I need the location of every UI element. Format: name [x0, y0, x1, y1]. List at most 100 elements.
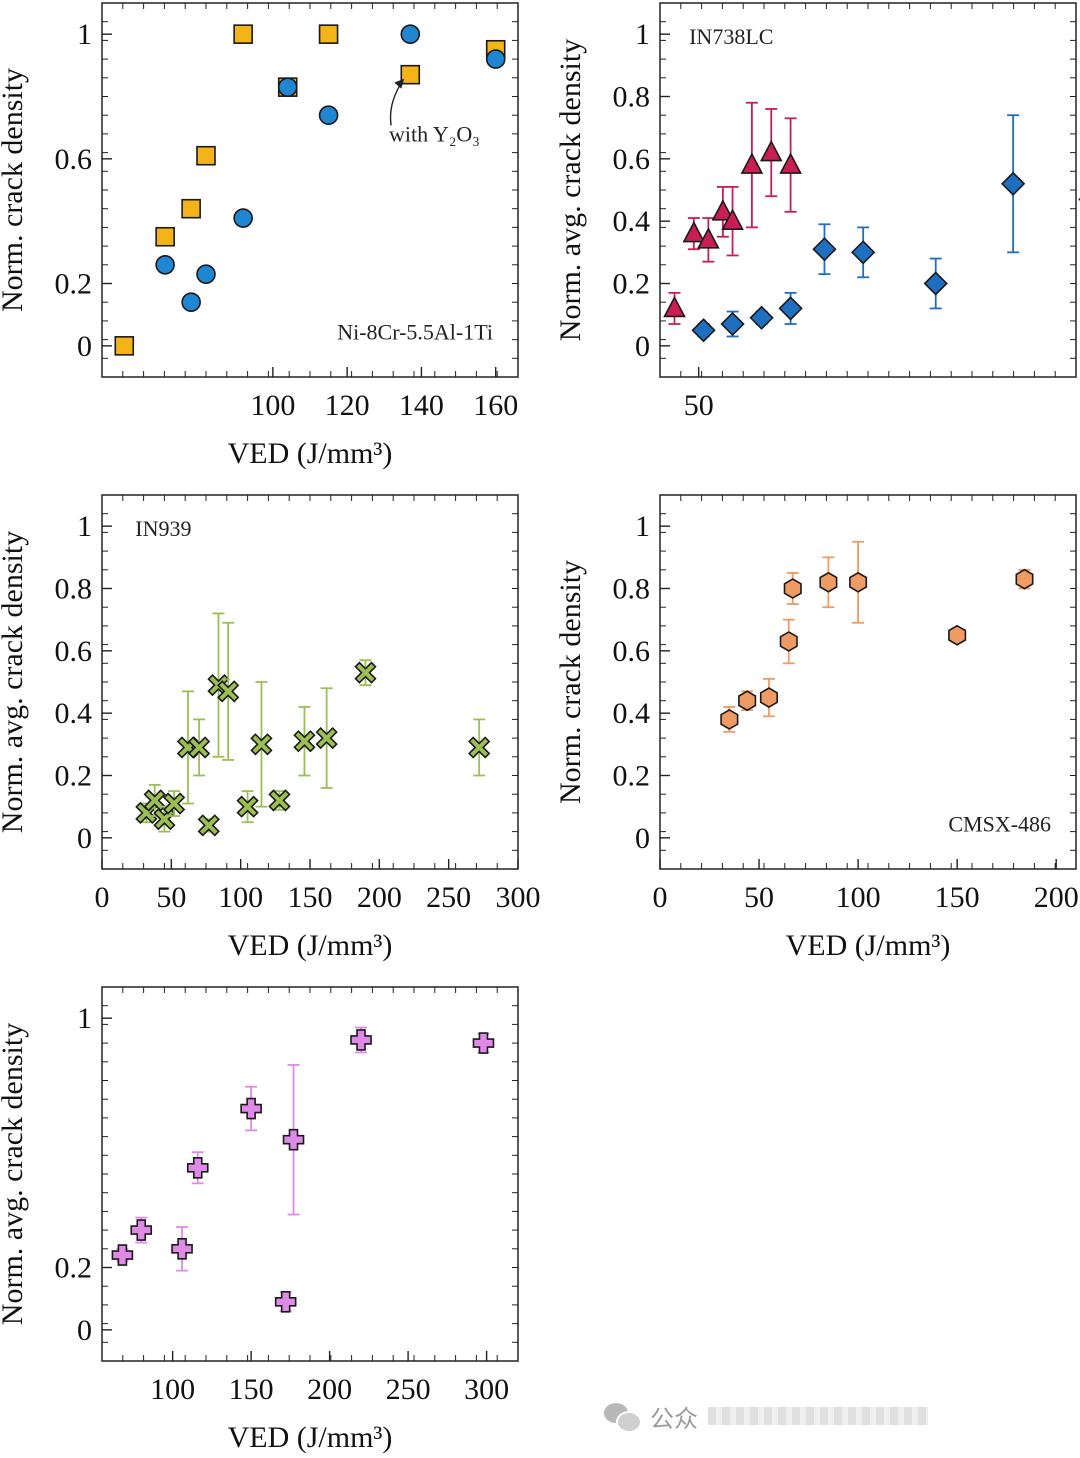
x-axis-title: VED (J/mm³) [228, 1421, 393, 1454]
annotation-note: with Y₂O₃ [389, 121, 480, 146]
data-point [196, 145, 216, 166]
data-point [282, 1128, 305, 1151]
plot-frame [101, 986, 519, 1362]
y-tick-label: 1 [77, 510, 92, 543]
x-tick-label: 200 [357, 881, 402, 914]
data-point [682, 220, 706, 243]
y-tick-label: 0.8 [55, 573, 93, 606]
data-point [155, 254, 175, 275]
data-point [293, 730, 316, 753]
x-tick-label: 150 [229, 1373, 274, 1406]
data-point [318, 105, 339, 125]
series-1 [135, 612, 491, 837]
x-tick-label: 0 [653, 881, 668, 914]
arrow-head [394, 78, 405, 89]
data-point [400, 64, 421, 85]
data-point [181, 292, 201, 313]
data-point [740, 152, 764, 174]
data-point [250, 733, 273, 756]
series-1 [663, 101, 802, 325]
data-point [720, 708, 739, 730]
data-point [155, 226, 175, 247]
watermark-text: 公众 [650, 1404, 698, 1433]
y-tick-label: 1 [635, 510, 650, 543]
data-point [277, 77, 298, 97]
data-point [849, 571, 868, 593]
data-point [233, 24, 253, 44]
data-point [691, 318, 716, 343]
source-watermark: 公众 [604, 1396, 934, 1436]
y-axis-title: Norm. avg. crack density [0, 1023, 29, 1325]
y-tick-label: 0 [77, 330, 92, 363]
x-tick-label: 50 [684, 389, 714, 422]
y-tick-label: 0.8 [613, 573, 651, 606]
data-point [749, 305, 774, 330]
alloy-label: CMSX-486 [948, 812, 1051, 837]
x-tick-label: 250 [386, 1373, 431, 1406]
y-tick-label: 0.2 [613, 760, 651, 793]
y-axis-title: Norm. crack density [0, 68, 29, 312]
y-tick-label: 0 [635, 822, 650, 855]
y-tick-label: 0.4 [613, 205, 651, 238]
y-tick-label: 1 [77, 1002, 92, 1035]
data-point [315, 726, 338, 750]
data-point [268, 789, 291, 812]
data-point [851, 240, 876, 265]
y-axis-title: Norm. avg. crack density [554, 39, 587, 341]
wechat-icon [604, 1401, 642, 1433]
chart-panel-5: 0 0.2 1 100 150 200 250 300 VED (J/mm³) Norm. avg… [0, 986, 519, 1454]
data-point [400, 24, 421, 44]
data-point [130, 1219, 153, 1241]
data-point [236, 795, 259, 818]
y-tick-label: 0 [635, 330, 650, 363]
chart-panel-3: 0 0.2 0.4 0.6 0.8 1 0 50 100 150 200 250 300 VED (J/m… [0, 494, 541, 962]
x-tick-label: 120 [325, 389, 370, 422]
data-point [143, 789, 166, 812]
series-1 [114, 24, 506, 356]
x-tick-label: 100 [218, 881, 263, 914]
data-point [186, 1156, 209, 1179]
x-tick-label: 140 [399, 389, 444, 422]
data-point [812, 237, 837, 262]
data-point [354, 661, 377, 684]
data-point [468, 736, 491, 759]
data-point [240, 1097, 262, 1120]
y-tick-label: 0.6 [55, 635, 93, 668]
series-2 [155, 24, 506, 313]
x-tick-label: 150 [288, 881, 333, 914]
x-tick-label: 100 [150, 1373, 195, 1406]
data-point [721, 208, 744, 230]
data-point [783, 578, 802, 599]
data-point [738, 690, 757, 712]
data-point [181, 198, 201, 219]
data-point [111, 1244, 134, 1266]
data-point [196, 264, 216, 284]
data-point [759, 687, 779, 709]
alloy-label: IN738LC [689, 24, 773, 49]
annotation-arrow [389, 84, 401, 126]
x-tick-label: 150 [935, 881, 980, 914]
x-axis-title: VED (J/mm³) [228, 437, 393, 470]
x-tick-label: 50 [744, 881, 774, 914]
data-point [114, 336, 135, 356]
x-axis-title: VED (J/mm³) [786, 929, 951, 962]
y-tick-label: 0 [77, 822, 92, 855]
data-point [162, 792, 186, 815]
data-point [720, 311, 745, 337]
chart-panel-1: 0 0.2 0.6 1 100 120 140 160 VED (J/mm³) Norm. cra… [0, 2, 519, 470]
alloy-label: IN939 [135, 516, 191, 541]
series-1 [111, 1026, 495, 1313]
y-tick-label: 0.2 [55, 268, 93, 301]
series-2 [691, 114, 1080, 343]
data-point [697, 227, 720, 249]
y-tick-label: 0.8 [613, 81, 651, 114]
x-tick-label: 200 [307, 1373, 352, 1406]
y-tick-label: 0.2 [55, 760, 93, 793]
y-tick-label: 0.6 [55, 143, 93, 176]
x-axis-title: VED (J/mm³) [228, 929, 393, 962]
y-tick-label: 0.6 [613, 635, 651, 668]
data-point [274, 1290, 297, 1313]
data-point [217, 680, 240, 703]
